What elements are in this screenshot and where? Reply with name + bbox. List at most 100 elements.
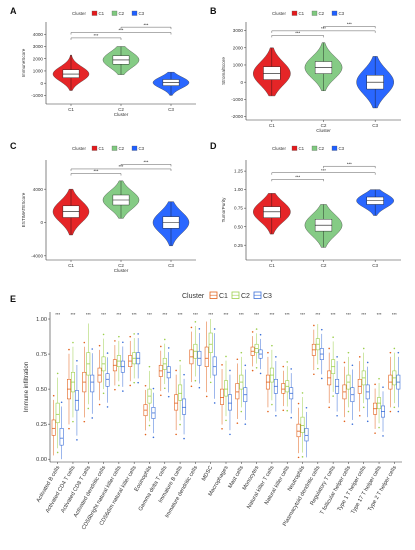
box-outlier — [332, 395, 334, 397]
significance-label: *** — [119, 28, 124, 33]
y-tick-label: 0.75 — [36, 352, 47, 358]
y-tick-label: 1.25 — [234, 169, 243, 174]
significance-label: *** — [94, 33, 99, 38]
box-outlier — [275, 414, 277, 417]
box-outlier — [221, 427, 223, 430]
significance-label: *** — [55, 312, 60, 317]
legend-label-c1: C1 — [219, 293, 228, 300]
box-outlier — [83, 420, 86, 423]
legend-swatch-c2 — [111, 10, 118, 16]
box-outlier — [56, 451, 59, 454]
significance-bracket — [271, 35, 324, 38]
box-outlier — [194, 321, 197, 323]
legend-label-c2: C2 — [241, 293, 250, 300]
box-outlier — [320, 377, 323, 380]
box-outlier — [118, 384, 120, 387]
box-outlier — [106, 352, 109, 354]
significance-label: *** — [321, 168, 326, 173]
box-outlier — [301, 456, 304, 458]
box-outlier — [133, 333, 135, 335]
y-tick-label: 4000 — [33, 32, 44, 37]
box-outlier — [152, 436, 155, 439]
x-tick-label: MDSC — [201, 465, 214, 482]
significance-label: *** — [178, 312, 183, 317]
box-c3 — [212, 356, 217, 376]
box-outlier — [190, 326, 193, 329]
y-tick-label: 2000 — [233, 45, 244, 50]
legend-label-c2: C2 — [119, 146, 125, 151]
x-tick-label: C1 — [269, 263, 275, 268]
y-tick-label: 0 — [40, 81, 43, 86]
legend-title: Cluster — [72, 11, 86, 16]
y-axis-title: TumorPurity — [221, 197, 226, 223]
box-outlier — [129, 335, 132, 338]
significance-label: *** — [224, 312, 229, 317]
significance-label: *** — [239, 312, 244, 317]
box-c1 — [51, 419, 56, 436]
box-outlier — [133, 381, 135, 384]
box-outlier — [267, 410, 269, 413]
significance-bracket — [120, 164, 172, 167]
y-tick-label: -1000 — [231, 97, 243, 102]
box-outlier — [362, 347, 365, 350]
significance-label: *** — [254, 312, 259, 317]
box-outlier — [229, 433, 231, 436]
significance-label: *** — [71, 312, 76, 317]
x-tick-label: C2 — [321, 263, 327, 268]
box-outlier — [378, 377, 380, 380]
box-outlier — [175, 433, 177, 436]
y-tick-label: 3000 — [233, 28, 244, 33]
legend-label-c1: C1 — [299, 11, 305, 16]
box-outlier — [160, 345, 162, 348]
panel-letter: E — [10, 294, 16, 304]
box-c1 — [281, 383, 286, 394]
box-outlier — [374, 432, 376, 434]
box-outlier — [118, 335, 120, 338]
legend-label-c3: C3 — [339, 146, 345, 151]
box-outlier — [91, 348, 94, 350]
significance-bracket — [271, 179, 324, 182]
box-c1 — [296, 423, 301, 438]
panel-letter: B — [210, 6, 217, 16]
x-tick-label: C3 — [168, 263, 174, 268]
box-outlier — [179, 423, 181, 426]
legend-label-c1: C1 — [299, 146, 305, 151]
x-tick-label: Type 2 T helper cells — [367, 465, 398, 513]
significance-label: *** — [300, 312, 305, 317]
box-c2 — [300, 416, 305, 433]
box-outlier — [163, 338, 166, 341]
box-c2 — [224, 380, 228, 397]
box-outlier — [137, 333, 139, 335]
legend-title: Cluster — [72, 146, 86, 151]
panel-d: D Cluster C1 C2 C3 0.25 0.50 0.75 1.00 1.25 TumorP… — [210, 141, 401, 268]
box-c1 — [220, 388, 225, 405]
box-outlier — [358, 414, 361, 417]
box-outlier — [240, 410, 243, 413]
box-outlier — [160, 394, 162, 397]
significance-bracket — [70, 32, 172, 35]
box-outlier — [271, 344, 273, 347]
box-outlier — [152, 387, 155, 390]
box-outlier — [271, 403, 273, 406]
box-outlier — [137, 381, 139, 384]
box-outlier — [336, 356, 338, 358]
x-tick-label: C3 — [372, 123, 378, 128]
significance-bracket — [271, 30, 376, 33]
box-outlier — [374, 383, 376, 386]
significance-bracket — [70, 168, 172, 171]
significance-label: *** — [147, 312, 152, 317]
significance-label: *** — [321, 26, 326, 31]
significance-label: *** — [208, 312, 213, 317]
panel-c: C Cluster C1 C2 C3 -4000 0 4000 ESTIMATEScore C1 C… — [10, 141, 196, 273]
box-outlier — [297, 402, 300, 405]
significance-label: *** — [392, 312, 397, 317]
box-outlier — [393, 406, 396, 409]
box-c2 — [178, 384, 183, 401]
box-c3 — [90, 374, 95, 393]
box-outlier — [313, 324, 315, 327]
y-tick-label: 1.00 — [234, 187, 243, 192]
y-axis-title: StromalScore — [221, 57, 226, 85]
violin-box-c1 — [62, 69, 80, 78]
box-c3 — [304, 428, 309, 442]
